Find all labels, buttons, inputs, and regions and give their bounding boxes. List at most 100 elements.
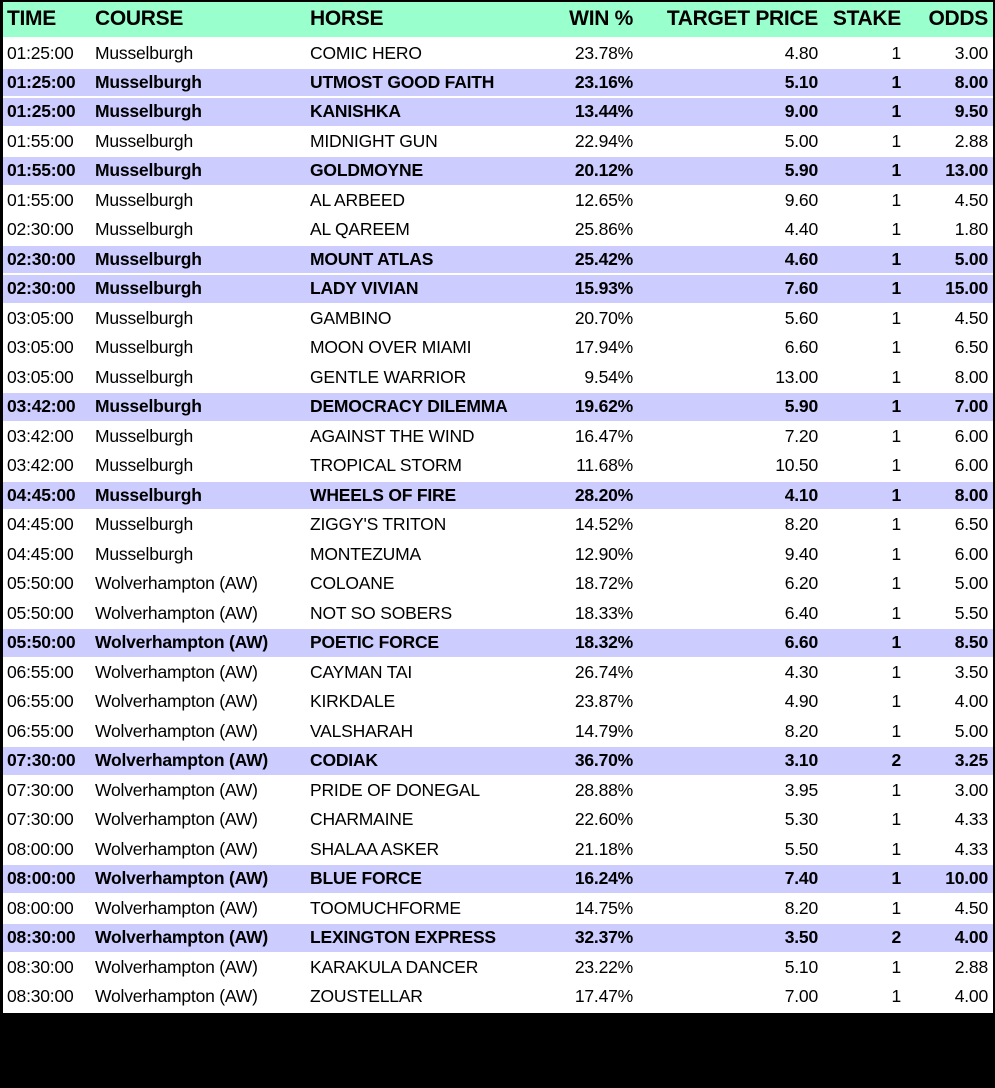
cell-win-pct: 12.90% — [574, 543, 633, 564]
cell-time: 07:30:00 — [7, 750, 76, 771]
cell-target-price: 7.60 — [784, 278, 818, 299]
cell-odds: 5.00 — [954, 573, 988, 594]
cell-time: 06:55:00 — [7, 720, 74, 741]
cell-time: 06:55:00 — [7, 691, 74, 712]
cell-course: Musselburgh — [95, 366, 193, 387]
table-row: 07:30:00 Wolverhampton (AW) PRIDE OF DONEG… — [3, 775, 993, 805]
cell-time: 07:30:00 — [7, 809, 74, 830]
cell-win-pct: 28.88% — [574, 779, 633, 800]
cell-time: 05:50:00 — [7, 602, 74, 623]
cell-course: Wolverhampton (AW) — [95, 809, 258, 830]
table-row: 05:50:00 Wolverhampton (AW) POETIC FORCE 18… — [3, 628, 993, 658]
header-row: TIME COURSE HORSE WIN % TARGET PRICE STA… — [3, 2, 993, 40]
table-row: 04:45:00 Musselburgh MONTEZUMA 12.90% 9.40 1 6… — [3, 539, 993, 569]
cell-horse: MIDNIGHT GUN — [310, 130, 438, 151]
cell-horse: CHARMAINE — [310, 809, 414, 830]
cell-odds: 4.00 — [954, 986, 988, 1007]
cell-stake: 1 — [891, 307, 901, 328]
cell-stake: 1 — [891, 248, 901, 269]
cell-win-pct: 25.42% — [574, 248, 633, 269]
cell-target-price: 7.00 — [784, 986, 818, 1007]
cell-stake: 1 — [891, 573, 901, 594]
cell-target-price: 6.60 — [784, 632, 818, 653]
cell-stake: 1 — [891, 809, 901, 830]
cell-stake: 1 — [891, 986, 901, 1007]
cell-horse: ZOUSTELLAR — [310, 986, 423, 1007]
cell-target-price: 4.30 — [784, 661, 818, 682]
column-header-odds: ODDS — [906, 2, 993, 40]
cell-time: 08:30:00 — [7, 986, 74, 1007]
cell-odds: 10.00 — [945, 868, 988, 889]
cell-win-pct: 20.70% — [574, 307, 633, 328]
cell-horse: MOON OVER MIAMI — [310, 337, 472, 358]
cell-stake: 2 — [891, 927, 901, 948]
cell-odds: 8.00 — [954, 366, 988, 387]
cell-stake: 1 — [891, 956, 901, 977]
cell-win-pct: 32.37% — [574, 927, 633, 948]
cell-course: Musselburgh — [95, 337, 193, 358]
cell-target-price: 4.10 — [784, 484, 818, 505]
cell-course: Wolverhampton (AW) — [95, 897, 258, 918]
cell-win-pct: 22.60% — [574, 809, 633, 830]
cell-win-pct: 17.47% — [574, 986, 633, 1007]
cell-stake: 2 — [891, 750, 901, 771]
cell-target-price: 5.30 — [784, 809, 818, 830]
cell-odds: 4.33 — [954, 838, 988, 859]
cell-course: Wolverhampton (AW) — [95, 779, 258, 800]
cell-stake: 1 — [891, 337, 901, 358]
cell-time: 01:55:00 — [7, 160, 76, 181]
cell-horse: CODIAK — [310, 750, 378, 771]
cell-target-price: 4.90 — [784, 691, 818, 712]
cell-target-price: 5.10 — [784, 71, 818, 92]
cell-odds: 6.50 — [954, 514, 988, 535]
table-row: 01:55:00 Musselburgh MIDNIGHT GUN 22.94% 5.0… — [3, 126, 993, 156]
cell-odds: 5.00 — [954, 248, 988, 269]
cell-odds: 1.80 — [954, 219, 988, 240]
cell-stake: 1 — [891, 661, 901, 682]
cell-odds: 3.50 — [954, 661, 988, 682]
cell-odds: 8.00 — [954, 484, 988, 505]
cell-course: Musselburgh — [95, 484, 202, 505]
cell-course: Wolverhampton (AW) — [95, 632, 269, 653]
cell-time: 08:30:00 — [7, 956, 74, 977]
cell-target-price: 6.60 — [784, 337, 818, 358]
cell-horse: BLUE FORCE — [310, 868, 422, 889]
cell-time: 03:05:00 — [7, 366, 74, 387]
cell-odds: 3.00 — [954, 779, 988, 800]
table-row: 02:30:00 Musselburgh AL QAREEM 25.86% 4.40 1 1… — [3, 215, 993, 245]
cell-win-pct: 16.24% — [574, 868, 633, 889]
cell-win-pct: 23.78% — [574, 42, 633, 63]
cell-time: 07:30:00 — [7, 779, 74, 800]
table-row: 03:42:00 Musselburgh AGAINST THE WIND 16.47… — [3, 421, 993, 451]
cell-horse: AL ARBEED — [310, 189, 405, 210]
cell-win-pct: 11.68% — [576, 455, 633, 476]
cell-target-price: 9.40 — [784, 543, 818, 564]
cell-odds: 6.00 — [954, 543, 988, 564]
cell-target-price: 8.20 — [784, 720, 818, 741]
cell-horse: SHALAA ASKER — [310, 838, 439, 859]
cell-time: 08:00:00 — [7, 838, 74, 859]
cell-odds: 2.88 — [954, 956, 988, 977]
cell-course: Musselburgh — [95, 543, 193, 564]
cell-time: 08:30:00 — [7, 927, 76, 948]
cell-stake: 1 — [891, 632, 901, 653]
cell-horse: UTMOST GOOD FAITH — [310, 71, 495, 92]
cell-win-pct: 9.54% — [584, 366, 633, 387]
cell-stake: 1 — [891, 366, 901, 387]
table-row: 07:30:00 Wolverhampton (AW) CHARMAINE 22.60… — [3, 805, 993, 835]
cell-target-price: 8.20 — [784, 897, 818, 918]
cell-horse: KIRKDALE — [310, 691, 395, 712]
table-row: 02:30:00 Musselburgh MOUNT ATLAS 25.42% 4.60… — [3, 244, 993, 274]
cell-time: 04:45:00 — [7, 484, 76, 505]
cell-stake: 1 — [891, 42, 901, 63]
cell-win-pct: 23.22% — [574, 956, 633, 977]
racing-tips-table: TIME COURSE HORSE WIN % TARGET PRICE STA… — [3, 2, 993, 1013]
cell-time: 02:30:00 — [7, 278, 76, 299]
cell-target-price: 5.00 — [784, 130, 818, 151]
table-row: 03:05:00 Musselburgh MOON OVER MIAMI 17.94%… — [3, 333, 993, 363]
cell-odds: 5.50 — [954, 602, 988, 623]
cell-win-pct: 14.79% — [574, 720, 633, 741]
table-row: 01:55:00 Musselburgh GOLDMOYNE 20.12% 5.90 1 1… — [3, 156, 993, 186]
cell-time: 02:30:00 — [7, 248, 76, 269]
cell-odds: 8.00 — [954, 71, 988, 92]
